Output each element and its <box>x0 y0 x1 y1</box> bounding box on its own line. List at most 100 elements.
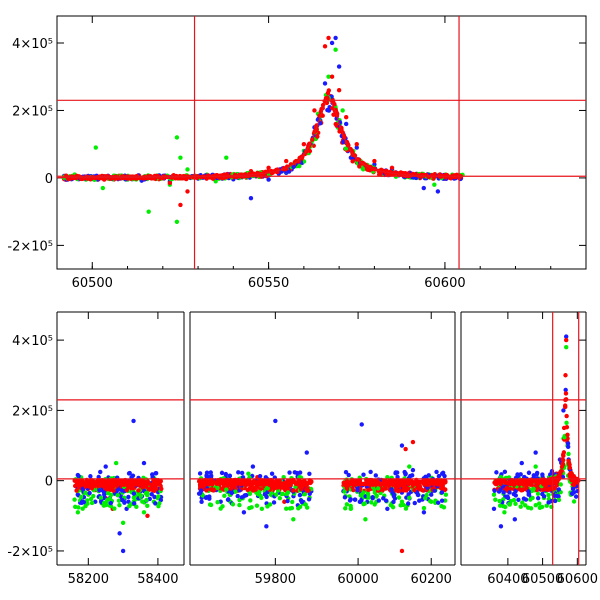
bottom-data-point <box>253 487 258 492</box>
bottom-data-point <box>388 502 393 508</box>
bottom-data-point <box>283 482 288 487</box>
bottom-data-point <box>443 492 449 497</box>
bottom-data-point <box>116 498 122 503</box>
bottom-data-point <box>520 487 525 493</box>
top-data-point <box>343 121 349 127</box>
bottom-data-point <box>75 510 81 515</box>
bottom-data-point <box>292 470 297 475</box>
bottom-data-point <box>131 491 137 496</box>
bottom-data-point <box>355 488 360 493</box>
bottom-data-point <box>145 503 150 508</box>
bottom-data-point <box>101 489 106 495</box>
top-data-point <box>358 161 364 166</box>
bottom-data-point <box>342 489 347 494</box>
bottom-data-point <box>516 497 521 503</box>
bottom-data-point <box>536 501 542 506</box>
bottom-data-point <box>146 481 151 486</box>
bottom-data-point <box>556 487 561 492</box>
top-data-point <box>326 108 332 113</box>
bottom-data-point <box>421 510 427 515</box>
bottom-data-point <box>526 489 531 494</box>
bottom-data-point <box>258 493 263 499</box>
bottom-data-point <box>287 481 292 487</box>
bottom-data-point <box>565 441 571 446</box>
top-data-point <box>317 121 323 126</box>
top-data-point <box>372 162 377 167</box>
bottom-data-point <box>523 503 528 508</box>
bottom-data-point <box>215 485 220 491</box>
bottom-data-point <box>567 462 572 467</box>
top-x-tick-label: 60600 <box>424 276 465 291</box>
bottom-data-point <box>131 495 137 500</box>
bottom-data-point <box>545 487 551 493</box>
bottom-data-point <box>103 486 109 491</box>
bottom-data-point <box>208 487 214 492</box>
bottom-data-point <box>307 471 312 477</box>
bottom-data-point <box>558 469 563 475</box>
bottom-data-point <box>289 505 295 511</box>
bottom-data-point <box>245 481 251 486</box>
bottom-data-point <box>159 486 164 491</box>
bottom-data-point <box>441 486 447 492</box>
bottom-series-2 <box>75 337 581 554</box>
bottom-data-point <box>269 491 274 496</box>
bottom-data-point <box>151 478 157 484</box>
bottom-data-point <box>544 481 550 487</box>
bottom-data-point <box>353 479 359 485</box>
bottom-data-point <box>564 424 570 430</box>
bottom-data-point <box>410 439 416 445</box>
bottom-data-point <box>344 502 350 507</box>
bottom-data-point <box>112 506 117 511</box>
bottom-data-point <box>558 482 563 487</box>
bottom-data-point <box>412 487 417 493</box>
top-data-point <box>372 158 377 164</box>
bottom-data-point <box>138 493 144 498</box>
top-data-point <box>312 108 317 113</box>
top-data-point <box>356 157 362 162</box>
bottom-data-point <box>351 487 356 493</box>
bottom-data-point <box>511 497 517 503</box>
bottom-data-point <box>246 471 251 476</box>
bottom-data-point <box>207 502 213 507</box>
top-data-point <box>185 189 190 194</box>
bottom-y-tick-label: 0 <box>45 475 53 490</box>
bottom-data-point <box>215 499 220 505</box>
bottom-data-point <box>405 486 410 491</box>
bottom-data-point <box>399 548 405 554</box>
bottom-data-point <box>89 500 95 506</box>
bottom-data-point <box>259 506 265 511</box>
bottom-data-point <box>120 481 125 486</box>
bottom-data-point <box>220 480 225 485</box>
bottom-data-point <box>574 479 579 484</box>
bottom-data-point <box>513 488 518 494</box>
top-data-point <box>266 177 271 182</box>
bottom-data-point <box>381 496 386 501</box>
bottom-data-point <box>127 470 132 476</box>
bottom-data-point <box>571 499 577 504</box>
bottom-data-point <box>535 495 541 501</box>
bottom-data-point <box>77 482 82 487</box>
bottom-data-point <box>396 495 402 500</box>
bottom-data-point <box>491 492 497 497</box>
bottom-data-point <box>241 510 247 515</box>
bottom-data-point <box>383 486 388 491</box>
bottom-data-point <box>573 494 579 499</box>
bottom-data-point <box>494 470 499 475</box>
bottom-data-point <box>343 469 349 475</box>
bottom-data-point <box>531 486 536 491</box>
bottom-panel: 58200 58400 59800 60000 60200 604006050060600… <box>7 311 598 587</box>
bottom-data-point <box>403 506 409 511</box>
bottom-data-point <box>87 490 92 496</box>
bottom-data-point <box>399 443 405 448</box>
bottom-data-point <box>196 491 202 496</box>
top-data-point <box>315 134 320 139</box>
bottom-data-point <box>308 479 314 484</box>
bottom-data-point <box>493 497 498 502</box>
bottom-data-point <box>88 474 93 479</box>
top-data-point <box>354 145 359 150</box>
bottom-data-point <box>285 498 290 504</box>
top-data-point <box>185 167 190 172</box>
bottom-data-point <box>439 490 445 495</box>
bottom-data-point <box>277 496 283 501</box>
bottom-data-point <box>564 413 569 419</box>
